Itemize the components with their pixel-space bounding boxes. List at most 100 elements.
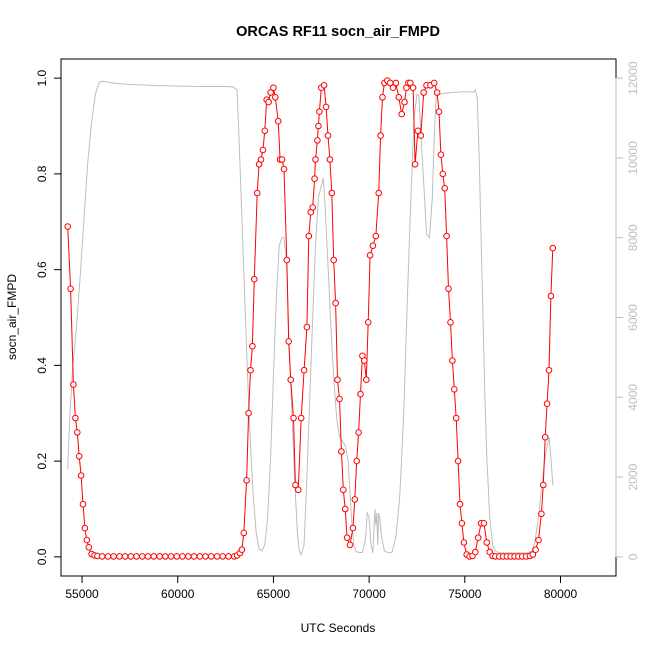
data-point xyxy=(85,544,93,551)
data-point xyxy=(207,553,215,560)
data-point xyxy=(257,156,265,163)
data-point xyxy=(110,553,117,560)
data-point xyxy=(351,496,359,503)
data-point xyxy=(452,414,460,422)
data-point xyxy=(395,94,403,101)
y-tick-label: 1.0 xyxy=(35,69,49,86)
x-tick-label: 70000 xyxy=(352,587,386,601)
data-point xyxy=(81,524,89,532)
data-point xyxy=(389,84,397,91)
data-point xyxy=(417,132,425,139)
data-point xyxy=(392,79,400,87)
data-point xyxy=(315,122,322,130)
data-point xyxy=(357,390,364,398)
data-point xyxy=(75,453,83,460)
data-point xyxy=(443,232,450,240)
data-point xyxy=(116,553,123,560)
data-point xyxy=(361,357,368,364)
data-point xyxy=(445,285,452,293)
data-point xyxy=(529,551,537,558)
x-tick-label: 80000 xyxy=(544,587,578,601)
y-tick-label: 0.6 xyxy=(35,261,49,278)
data-point xyxy=(300,366,308,374)
data-point xyxy=(290,414,297,422)
data-point xyxy=(74,429,81,436)
data-point xyxy=(326,156,334,163)
data-point xyxy=(549,244,557,252)
data-point xyxy=(259,146,267,154)
y2-tick-label: 0 xyxy=(626,553,640,560)
data-point xyxy=(334,376,341,384)
data-point xyxy=(372,232,380,240)
data-point xyxy=(353,457,361,465)
data-point xyxy=(369,242,377,249)
data-point xyxy=(401,98,408,106)
data-point xyxy=(363,376,370,384)
data-point xyxy=(243,477,250,484)
chart-title: ORCAS RF11 socn_air_FMPD xyxy=(236,24,440,40)
data-point xyxy=(202,553,209,560)
y-tick-label: 0.2 xyxy=(35,452,49,469)
data-point xyxy=(104,553,112,560)
data-point xyxy=(309,204,317,211)
data-point xyxy=(320,82,328,89)
data-point xyxy=(332,299,339,307)
y2-tick-label: 2000 xyxy=(626,463,640,490)
data-point xyxy=(538,510,545,518)
data-point xyxy=(64,223,71,230)
data-point xyxy=(219,553,226,560)
data-point xyxy=(251,275,258,283)
data-point xyxy=(121,553,129,560)
data-point xyxy=(460,539,468,546)
data-point xyxy=(156,553,163,560)
data-point xyxy=(324,132,332,139)
data-point xyxy=(133,553,140,560)
data-point xyxy=(535,536,542,544)
data-point xyxy=(70,381,77,388)
data-point xyxy=(139,553,146,560)
x-tick-label: 60000 xyxy=(161,587,195,601)
data-point xyxy=(437,151,445,158)
data-point xyxy=(253,189,261,197)
y2-tick-label: 6000 xyxy=(626,304,640,331)
data-point xyxy=(379,94,386,101)
x-axis: 55000 60000 65000 70000 75000 80000 xyxy=(65,575,578,601)
data-point xyxy=(343,534,351,542)
data-point xyxy=(265,98,272,106)
x-tick-label: 75000 xyxy=(448,587,482,601)
data-point xyxy=(545,366,553,374)
data-point xyxy=(540,481,547,489)
data-point xyxy=(213,553,221,560)
data-point xyxy=(162,553,169,560)
data-point xyxy=(267,89,274,96)
data-point xyxy=(238,546,246,554)
data-point xyxy=(433,89,441,96)
series-gray-line xyxy=(67,80,554,557)
y2-tick-label: 8000 xyxy=(626,224,640,251)
red-series-line xyxy=(67,79,554,557)
data-point xyxy=(449,357,456,364)
data-point xyxy=(295,486,302,494)
gray-series-line xyxy=(67,80,554,557)
data-point xyxy=(430,79,438,87)
data-point xyxy=(303,323,311,331)
data-point xyxy=(179,553,186,560)
data-point xyxy=(411,161,419,168)
data-point xyxy=(261,127,269,135)
data-point xyxy=(349,524,357,532)
data-point xyxy=(79,500,87,508)
y-tick-label: 0.8 xyxy=(35,165,49,182)
data-point xyxy=(249,342,256,350)
data-point xyxy=(245,409,252,417)
right-axis: 0 2000 4000 6000 8000 10000 12000 xyxy=(615,61,640,560)
data-point xyxy=(366,252,374,259)
data-point xyxy=(274,117,282,125)
data-point xyxy=(364,319,372,326)
data-point xyxy=(472,548,479,556)
data-point xyxy=(173,553,181,560)
data-point xyxy=(451,386,458,393)
data-point xyxy=(322,103,330,111)
data-point xyxy=(287,376,295,384)
x-tick-label: 65000 xyxy=(257,587,291,601)
